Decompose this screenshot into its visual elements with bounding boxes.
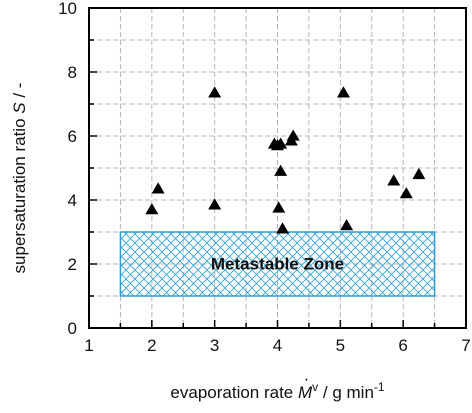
y-tick-labels: 0 2 4 6 8 10 <box>58 0 77 338</box>
y-tick-label: 4 <box>68 191 77 210</box>
data-point-triangle <box>208 198 222 210</box>
data-point-triangle <box>387 174 401 186</box>
metastable-zone-label: Metastable Zone <box>211 254 344 273</box>
y-tick-label: 2 <box>68 255 77 274</box>
y-tick-label: 0 <box>68 319 77 338</box>
data-points <box>145 86 426 234</box>
x-tick-label: 7 <box>461 336 470 355</box>
x-tick-labels: 1 2 3 4 5 6 7 <box>84 336 470 355</box>
y-tick-label: 6 <box>68 127 77 146</box>
data-point-triangle <box>208 86 222 98</box>
x-tick-label: 5 <box>336 336 345 355</box>
data-point-triangle <box>340 219 354 231</box>
data-point-triangle <box>151 182 165 194</box>
x-tick-label: 2 <box>147 336 156 355</box>
x-tick-label: 1 <box>84 336 93 355</box>
data-point-triangle <box>399 187 413 199</box>
data-point-triangle <box>286 129 300 141</box>
x-axis-label: evaporation rate Mv / g min-1 <box>170 380 385 402</box>
y-tick-label: 8 <box>68 63 77 82</box>
data-point-triangle <box>272 201 286 213</box>
x-label-dot-accent: · <box>304 369 310 388</box>
data-point-triangle <box>145 203 159 215</box>
data-point-triangle <box>276 222 290 234</box>
data-point-triangle <box>412 167 426 180</box>
data-point-triangle <box>274 164 288 176</box>
data-point-triangle <box>274 137 288 149</box>
axis-ticks <box>88 7 467 329</box>
x-tick-label: 3 <box>210 336 219 355</box>
data-point-triangle <box>336 86 350 98</box>
x-tick-label: 6 <box>398 336 407 355</box>
x-tick-label: 4 <box>273 336 282 355</box>
metastable-zone: Metastable Zone <box>119 231 436 297</box>
y-tick-label: 10 <box>58 0 77 18</box>
metastable-zone-box <box>119 231 436 297</box>
y-axis-label: supersaturation ratio S / - <box>10 83 29 274</box>
